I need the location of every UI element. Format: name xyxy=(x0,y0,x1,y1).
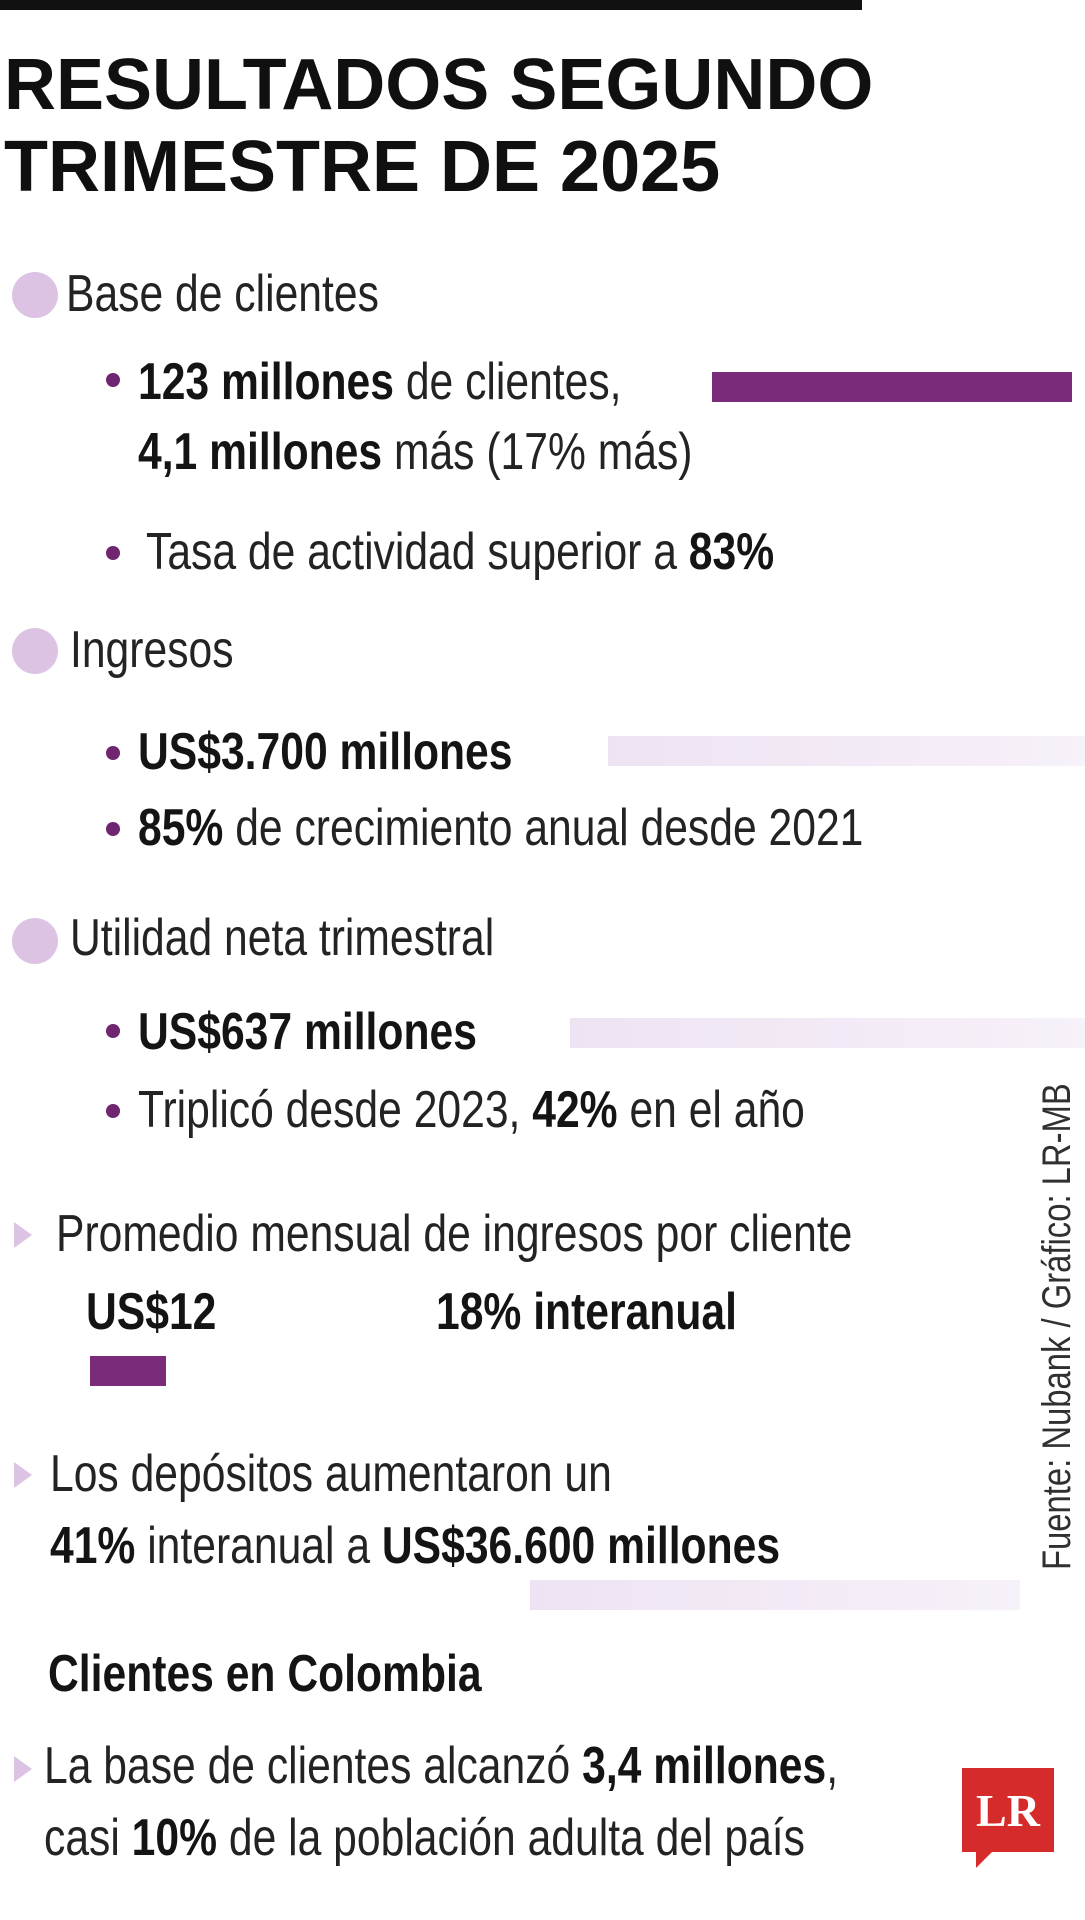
section-heading-promedio: Promedio mensual de ingresos por cliente xyxy=(56,1205,853,1263)
bullet-dot-icon xyxy=(106,1104,120,1118)
promedio-value: US$12 xyxy=(86,1283,217,1341)
section-heading-clientes: Base de clientes xyxy=(66,265,379,323)
section-circle-icon xyxy=(12,918,58,964)
depositos-amount: US$36.600 millones xyxy=(381,1517,781,1575)
ingresos-growth: 85% xyxy=(138,799,224,857)
title-line-1: RESULTADOS SEGUNDO xyxy=(4,45,874,125)
page-title: RESULTADOS SEGUNDO TRIMESTRE DE 2025 xyxy=(4,44,873,208)
ingresos-growth-label: de crecimiento anual desde 2021 xyxy=(223,799,864,857)
depositos-label: interanual a xyxy=(135,1517,382,1575)
utilidad-bar xyxy=(570,1018,1085,1048)
ingresos-bullet-1: US$3.700 millones xyxy=(138,720,512,784)
section-heading-ingresos: Ingresos xyxy=(70,621,234,679)
utilidad-value: US$637 millones xyxy=(138,1003,477,1061)
depositos-bar xyxy=(530,1580,1020,1610)
actividad-label: Tasa de actividad superior a xyxy=(146,523,689,581)
bullet-dot-icon xyxy=(106,373,120,387)
bullet-dot-icon xyxy=(106,746,120,760)
top-rule xyxy=(0,0,862,10)
ingresos-bullet-2: 85% de crecimiento anual desde 2021 xyxy=(138,796,863,860)
logo-text: LR xyxy=(976,1785,1041,1836)
promedio-bar xyxy=(90,1356,166,1386)
section-triangle-icon xyxy=(14,1222,32,1248)
ingresos-bar xyxy=(608,736,1085,766)
ingresos-value: US$3.700 millones xyxy=(138,723,513,781)
source-text: Fuente: Nubank / Gráfico: LR-MB xyxy=(1035,1083,1079,1570)
section-triangle-icon xyxy=(14,1756,32,1782)
colombia-label: La base de clientes alcanzó xyxy=(44,1737,583,1795)
utilidad-growth-label: en el año xyxy=(617,1081,805,1139)
section-circle-icon xyxy=(12,272,58,318)
bullet-dot-icon xyxy=(106,546,120,560)
colombia-line-2: casi 10% de la población adulta del país xyxy=(44,1806,805,1870)
section-heading-utilidad: Utilidad neta trimestral xyxy=(70,909,495,967)
colombia-pct: 10% xyxy=(131,1809,218,1867)
clientes-growth: 4,1 millones xyxy=(138,423,383,481)
clientes-total: 123 millones xyxy=(138,353,394,411)
depositos-line-2: 41% interanual a US$36.600 millones xyxy=(50,1514,780,1578)
utilidad-growth: 42% xyxy=(532,1081,618,1139)
colombia-clientes: 3,4 millones xyxy=(582,1737,827,1795)
clientes-bar xyxy=(712,372,1072,402)
colombia-line-1: La base de clientes alcanzó 3,4 millones… xyxy=(44,1734,838,1798)
lr-logo-icon: LR xyxy=(962,1768,1054,1868)
colombia-casi: casi xyxy=(44,1809,132,1867)
clientes-total-label: de clientes, xyxy=(393,353,622,411)
clientes-bullet-1: 123 millones de clientes, xyxy=(138,350,622,414)
section-circle-icon xyxy=(12,628,58,674)
source-credit: Fuente: Nubank / Gráfico: LR-MB xyxy=(1035,976,1079,1570)
depositos-line-1: Los depósitos aumentaron un xyxy=(50,1445,612,1503)
clientes-bullet-1-line-2: 4,1 millones más (17% más) xyxy=(138,420,692,484)
depositos-growth: 41% xyxy=(50,1517,136,1575)
colombia-comma: , xyxy=(826,1737,839,1795)
clientes-growth-label: más (17% más) xyxy=(382,423,693,481)
actividad-value: 83% xyxy=(688,523,775,581)
clientes-bullet-2: Tasa de actividad superior a 83% xyxy=(146,520,774,584)
section-heading-colombia: Clientes en Colombia xyxy=(48,1645,482,1703)
utilidad-triplico-label: Triplicó desde 2023, xyxy=(138,1081,533,1139)
bullet-dot-icon xyxy=(106,822,120,836)
utilidad-bullet-2: Triplicó desde 2023, 42% en el año xyxy=(138,1078,805,1142)
utilidad-bullet-1: US$637 millones xyxy=(138,1000,477,1064)
title-line-2: TRIMESTRE DE 2025 xyxy=(4,127,721,207)
bullet-dot-icon xyxy=(106,1024,120,1038)
colombia-pct-label: de la población adulta del país xyxy=(217,1809,805,1867)
promedio-growth: 18% interanual xyxy=(436,1283,737,1341)
section-triangle-icon xyxy=(14,1462,32,1488)
